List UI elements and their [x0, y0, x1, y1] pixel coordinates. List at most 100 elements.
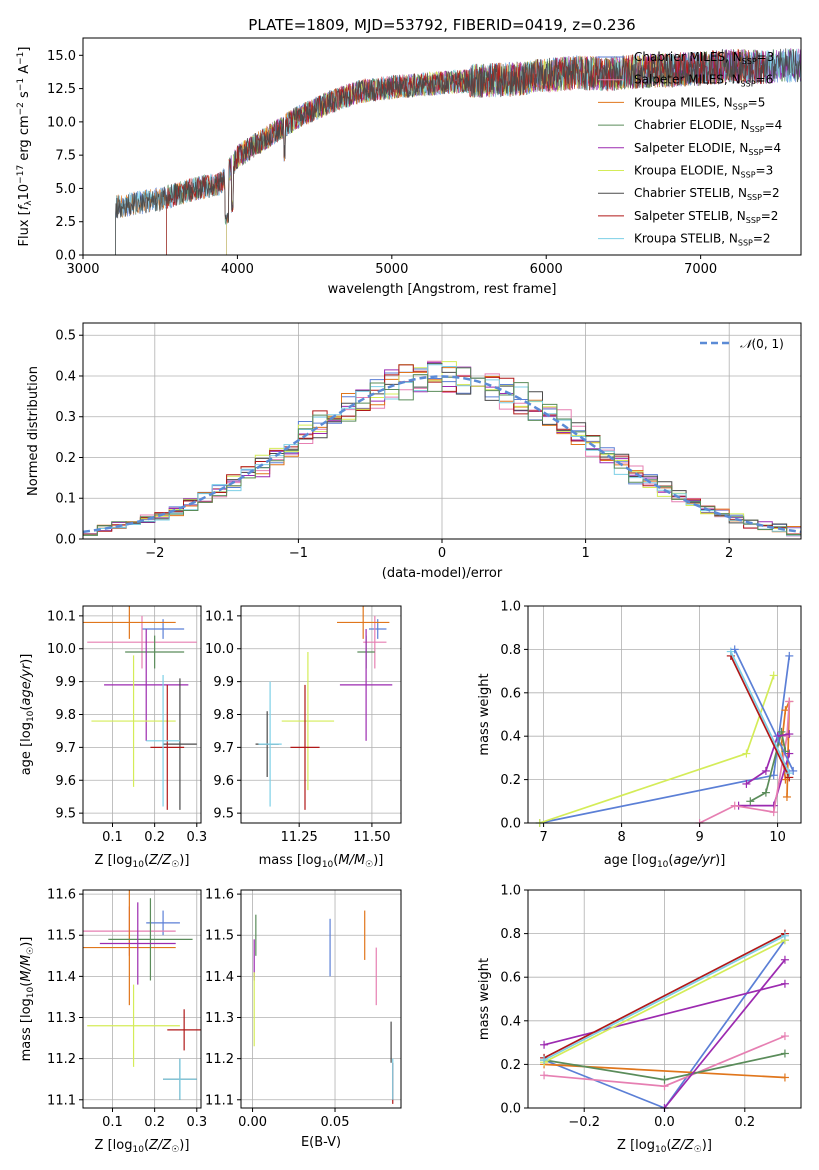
x-tick-label: 6000	[530, 262, 563, 277]
x-tick-label: 0.2	[144, 1115, 165, 1130]
y-tick-label: 11.3	[47, 1011, 76, 1026]
x-axis-label: Z [log10(Z/Z☉)]	[95, 853, 190, 870]
x-axis-label: E(B-V)	[301, 1135, 341, 1150]
y-tick-label: 0.1	[55, 492, 76, 507]
x-tick-label: 11.50	[353, 830, 390, 845]
weight-line	[539, 675, 775, 824]
x-tick-label: 0.1	[102, 1115, 123, 1130]
weight-line	[543, 939, 786, 1063]
y-tick-label: 9.5	[55, 807, 76, 822]
x-tick-label: 0.3	[186, 1115, 207, 1130]
weight-line	[730, 655, 791, 778]
y-tick-label: 0.6	[500, 971, 521, 986]
y-tick-label: 10.0	[47, 115, 76, 130]
x-tick-label: 10	[769, 830, 786, 845]
legend-label: Salpeter STELIB, NSSP=2	[634, 209, 778, 225]
panel-3: 0.1 0.2 0.3 9.5 9.6 9.7 9.8 9.9 10.0 10.1 Z [log10…	[19, 605, 207, 870]
y-tick-label: 9.5	[213, 807, 234, 822]
legend-label: Salpeter ELODIE, NSSP=4	[634, 141, 781, 157]
y-tick-label: 0.4	[55, 369, 76, 384]
y-tick-label: 0.2	[500, 1058, 521, 1073]
y-tick-label: 10.1	[47, 609, 76, 624]
x-tick-label: 7000	[684, 262, 717, 277]
y-tick-label: 10.0	[47, 642, 76, 657]
x-tick-label: 0.00	[238, 1115, 267, 1130]
x-tick-label: 2	[725, 546, 733, 561]
legend-label: Kroupa STELIB, NSSP=2	[634, 232, 771, 248]
y-tick-label: 11.1	[205, 1093, 234, 1108]
x-tick-label: 4000	[221, 262, 254, 277]
x-tick-label: 0.3	[186, 830, 207, 845]
axes-frame	[527, 605, 802, 824]
axes-frame	[82, 37, 802, 256]
legend-label: Kroupa ELODIE, NSSP=3	[634, 164, 773, 180]
legend-label: 𝒩(0, 1)	[740, 337, 784, 351]
weight-line	[543, 935, 786, 1061]
y-axis-label: Flux [fλ10−17 erg cm−2 s−1 A−1]	[16, 47, 34, 247]
weight-line	[663, 959, 786, 1109]
x-tick-label: 0	[438, 546, 446, 561]
y-tick-label: 9.9	[55, 675, 76, 690]
x-tick-label: −1	[289, 546, 308, 561]
spectrum-line	[115, 48, 801, 255]
x-axis-label: wavelength [Angstrom, rest frame]	[328, 282, 557, 297]
x-tick-label: 7	[539, 830, 547, 845]
x-axis-label: age [log10(age/yr)]	[604, 853, 726, 870]
y-tick-label: 0.4	[500, 730, 521, 745]
y-tick-label: 11.2	[205, 1052, 234, 1067]
y-tick-label: 0.0	[500, 817, 521, 832]
panel-2: 𝒩(0, 1) −2 −1 0 1 2 0.0 0.1 0.2 0.3 0.4 0.5 (data-mo…	[26, 322, 802, 581]
weight-line	[749, 731, 787, 803]
x-axis-label: mass [log10(M/M☉)]	[259, 853, 384, 870]
x-tick-label: 11.25	[281, 830, 318, 845]
y-tick-label: 11.6	[47, 888, 76, 903]
x-tick-label: 5000	[375, 262, 408, 277]
y-tick-label: 11.5	[47, 929, 76, 944]
y-tick-label: 0.8	[500, 643, 521, 658]
x-tick-label: 9	[695, 830, 703, 845]
panel-7: 0.00 0.05 11.1 11.2 11.3 11.4 11.5 11.6 E(B-V)	[205, 888, 402, 1150]
y-tick-label: 9.9	[213, 675, 234, 690]
legend-label: Kroupa MILES, NSSP=5	[634, 95, 765, 111]
y-axis-label: Normed distribution	[26, 366, 41, 496]
y-tick-label: 0.8	[500, 927, 521, 942]
y-tick-label: 2.5	[55, 215, 76, 230]
y-tick-label: 0.2	[500, 773, 521, 788]
x-tick-label: −2	[145, 546, 164, 561]
y-tick-label: 5.0	[55, 182, 76, 197]
legend-label: Chabrier MILES, NSSP=3	[634, 50, 774, 66]
y-tick-label: 0.0	[55, 249, 76, 264]
x-tick-label: 8	[617, 830, 625, 845]
axes-frame	[240, 889, 402, 1109]
y-axis-label: mass weight	[477, 958, 492, 1040]
y-tick-label: 11.4	[47, 970, 76, 985]
y-tick-label: 11.5	[205, 929, 234, 944]
legend-label: Chabrier ELODIE, NSSP=4	[634, 118, 782, 134]
y-tick-label: 10.1	[205, 609, 234, 624]
panel-4: 11.25 11.50 9.5 9.6 9.7 9.8 9.9 10.0 10.1 mass [l…	[205, 605, 402, 870]
weight-line	[543, 982, 786, 1046]
panel-1: 3000 4000 5000 6000 7000 0.0 2.5 5.0 7.5 10.0 12.5…	[16, 37, 802, 297]
panel-8: −0.2 0.0 0.2 0.0 0.2 0.4 0.6 0.8 1.0 Z [log10(Z/Z…	[477, 884, 802, 1155]
legend-label: Salpeter MILES, NSSP=6	[634, 73, 773, 89]
y-tick-label: 11.4	[205, 970, 234, 985]
panel-6: 0.1 0.2 0.3 11.1 11.2 11.3 11.4 11.5 11.6 Z [log1…	[19, 888, 207, 1155]
y-tick-label: 9.6	[213, 774, 234, 789]
x-tick-label: 0.05	[321, 1115, 350, 1130]
y-tick-label: 11.2	[47, 1052, 76, 1067]
x-tick-label: 0.2	[734, 1115, 755, 1130]
y-tick-label: 1.0	[500, 600, 521, 615]
normal-curve	[82, 375, 802, 534]
y-tick-label: 11.1	[47, 1093, 76, 1108]
y-tick-label: 0.6	[500, 686, 521, 701]
y-tick-label: 7.5	[55, 149, 76, 164]
weight-line	[730, 651, 791, 774]
y-tick-label: 12.5	[47, 82, 76, 97]
y-tick-label: 9.7	[213, 741, 234, 756]
y-tick-label: 9.6	[55, 774, 76, 789]
y-tick-label: 0.0	[500, 1102, 521, 1117]
x-tick-label: 0.0	[654, 1115, 675, 1130]
x-axis-label: (data-model)/error	[382, 566, 503, 581]
y-tick-label: 15.0	[47, 49, 76, 64]
